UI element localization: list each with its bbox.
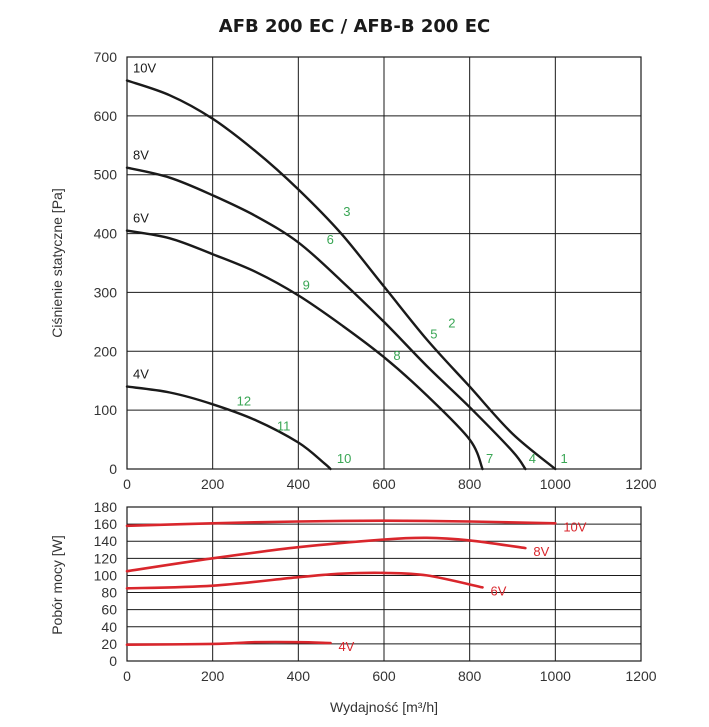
x-tick-label: 0 <box>123 476 131 492</box>
point-label-8: 8 <box>393 348 400 363</box>
point-label-11: 11 <box>277 419 291 434</box>
series-line-6V <box>125 229 484 471</box>
series-label-10V: 10V <box>563 519 586 534</box>
point-label-3: 3 <box>343 204 350 219</box>
series-line-4V <box>125 385 332 471</box>
y-tick-label: 200 <box>94 343 118 359</box>
series-label-4V: 4V <box>338 639 354 654</box>
x-tick-label: 1200 <box>625 668 656 684</box>
series-label-6V: 6V <box>491 583 507 598</box>
y-tick-label: 0 <box>109 653 117 669</box>
point-label-6: 6 <box>327 232 334 247</box>
point-label-5: 5 <box>430 326 437 341</box>
y-axis-label: Ciśnienie statyczne [Pa] <box>49 188 65 337</box>
y-tick-label: 80 <box>101 585 117 601</box>
x-tick-label: 800 <box>458 476 482 492</box>
series-label-8V: 8V <box>133 148 149 163</box>
point-label-4: 4 <box>529 451 536 466</box>
plot-frame <box>126 56 642 470</box>
series-line-10V <box>125 519 557 528</box>
y-tick-label: 600 <box>94 108 118 124</box>
series-label-6V: 6V <box>133 211 149 226</box>
series-label-10V: 10V <box>133 61 156 76</box>
x-tick-label: 200 <box>201 668 225 684</box>
y-tick-label: 60 <box>101 602 117 618</box>
y-tick-label: 180 <box>94 499 118 515</box>
y-tick-label: 100 <box>94 567 118 583</box>
plot-frame <box>126 506 642 662</box>
y-tick-label: 300 <box>94 284 118 300</box>
y-tick-label: 400 <box>94 226 118 242</box>
x-tick-label: 200 <box>201 476 225 492</box>
y-tick-label: 20 <box>101 636 117 652</box>
y-tick-label: 40 <box>101 619 117 635</box>
point-label-9: 9 <box>303 277 310 292</box>
series-line-8V <box>125 166 527 471</box>
series-line-6V <box>125 571 484 590</box>
y-tick-label: 120 <box>94 550 118 566</box>
y-tick-label: 700 <box>94 49 118 65</box>
y-tick-label: 500 <box>94 167 118 183</box>
y-axis-label: Pobór mocy [W] <box>49 535 65 635</box>
y-tick-label: 160 <box>94 516 118 532</box>
x-tick-label: 400 <box>287 476 311 492</box>
x-tick-label: 600 <box>372 668 396 684</box>
point-label-10: 10 <box>337 451 351 466</box>
x-tick-label: 600 <box>372 476 396 492</box>
point-label-2: 2 <box>448 316 455 331</box>
point-label-7: 7 <box>486 451 493 466</box>
chart-title: AFB 200 EC / AFB-B 200 EC <box>218 16 491 37</box>
series-label-4V: 4V <box>133 367 149 382</box>
x-axis-label: Wydajność [m³/h] <box>330 699 438 715</box>
y-tick-label: 100 <box>94 402 118 418</box>
series-line-10V <box>125 79 557 471</box>
x-tick-label: 0 <box>123 668 131 684</box>
series-label-8V: 8V <box>533 544 549 559</box>
x-tick-label: 800 <box>458 668 482 684</box>
x-tick-label: 1000 <box>540 476 571 492</box>
point-label-12: 12 <box>237 393 251 408</box>
series-line-4V <box>125 640 332 646</box>
y-tick-label: 140 <box>94 533 118 549</box>
x-tick-label: 400 <box>287 668 311 684</box>
series-line-8V <box>125 536 527 573</box>
x-tick-label: 1000 <box>540 668 571 684</box>
x-tick-label: 1200 <box>625 476 656 492</box>
point-label-1: 1 <box>560 451 567 466</box>
y-tick-label: 0 <box>109 461 117 477</box>
